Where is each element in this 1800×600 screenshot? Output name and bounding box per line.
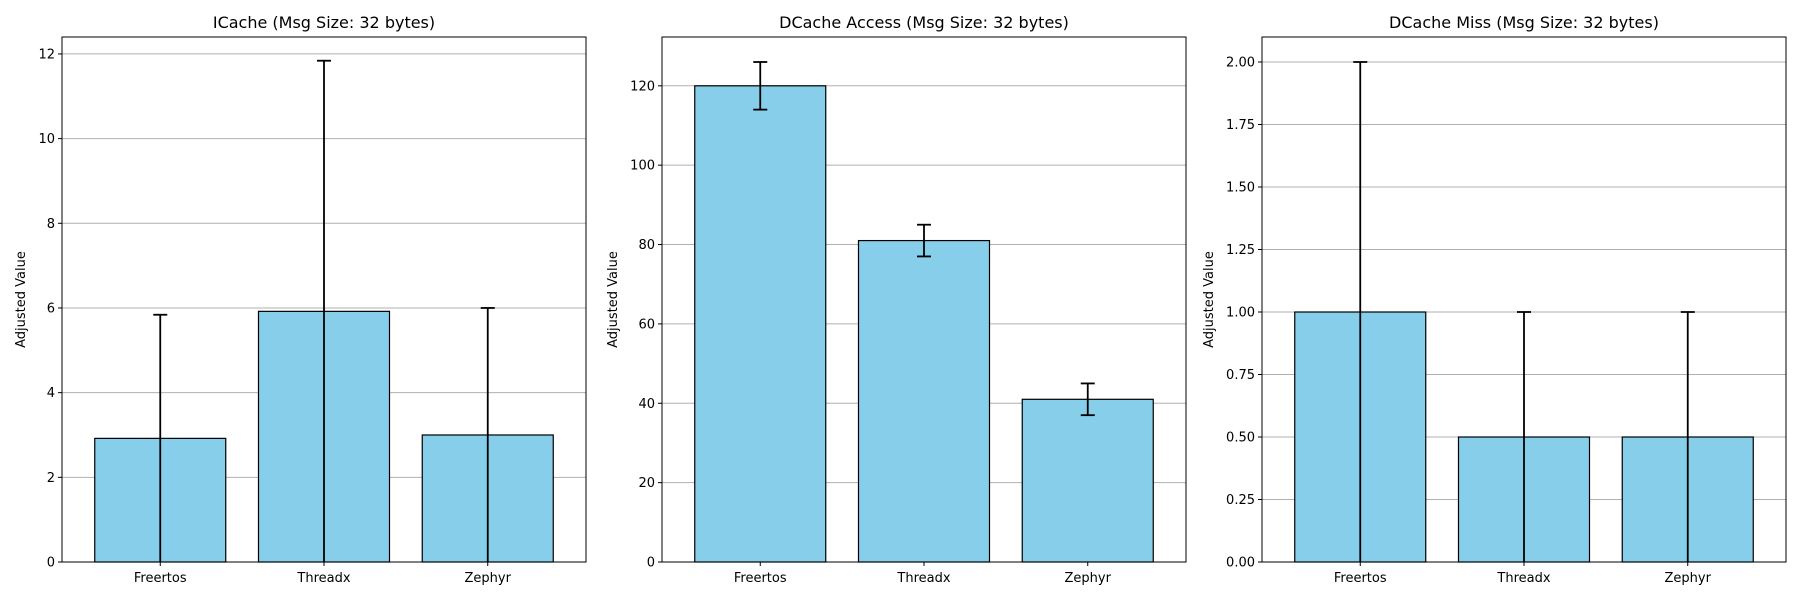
chart-title: ICache (Msg Size: 32 bytes) bbox=[213, 13, 435, 32]
y-tick-label: 1.75 bbox=[1226, 118, 1255, 133]
y-tick-label: 0.00 bbox=[1226, 556, 1255, 571]
y-axis-label: Adjusted Value bbox=[1202, 251, 1217, 348]
x-tick-label: Freertos bbox=[134, 571, 187, 586]
x-tick-label: Threadx bbox=[1496, 571, 1550, 586]
y-tick-layer: 0 20 40 60 80 100 120 bbox=[630, 79, 662, 571]
chart-title: DCache Miss (Msg Size: 32 bytes) bbox=[1389, 13, 1659, 32]
error-bar-threadx bbox=[317, 59, 331, 562]
bar-zephyr bbox=[1021, 398, 1154, 563]
x-tick-label: Freertos bbox=[734, 571, 787, 586]
x-tick-label: Zephyr bbox=[1065, 571, 1112, 586]
y-tick-layer: 0 2 4 6 8 10 12 bbox=[38, 47, 62, 571]
y-tick-label: 1.00 bbox=[1226, 306, 1255, 321]
error-bar-freertos bbox=[1353, 61, 1368, 562]
x-tick-layer: Freertos Threadx Zephyr bbox=[1334, 562, 1712, 586]
x-tick-label: Threadx bbox=[896, 571, 950, 586]
y-tick-label: 0.75 bbox=[1226, 368, 1255, 383]
x-tick-layer: Freertos Threadx Zephyr bbox=[134, 562, 512, 586]
error-bar-layer bbox=[153, 59, 495, 562]
x-tick-label: Zephyr bbox=[1665, 571, 1712, 586]
bar-threadx bbox=[857, 239, 991, 563]
error-bar-freertos bbox=[153, 313, 168, 562]
y-tick-label: 40 bbox=[638, 397, 655, 412]
x-tick-label: Freertos bbox=[1334, 571, 1387, 586]
error-bar-zephyr bbox=[1080, 382, 1095, 417]
panel-icache: ICache (Msg Size: 32 bytes) Adjusted Val… bbox=[14, 13, 587, 586]
panel-dcache-miss: DCache Miss (Msg Size: 32 bytes) Adjuste… bbox=[1202, 13, 1787, 586]
y-tick-label: 0.50 bbox=[1226, 431, 1255, 446]
bar-freertos bbox=[694, 85, 827, 563]
y-tick-label: 4 bbox=[47, 386, 55, 401]
y-tick-label: 0 bbox=[47, 556, 55, 571]
y-tick-label: 0.25 bbox=[1226, 493, 1255, 508]
y-tick-layer: 0.00 0.25 0.50 0.75 1.00 1.25 1.50 1.75 2.00 bbox=[1226, 56, 1262, 571]
x-tick-label: Zephyr bbox=[465, 571, 512, 586]
y-tick-label: 8 bbox=[47, 217, 55, 232]
error-bar-zephyr bbox=[1680, 311, 1695, 562]
y-axis-label: Adjusted Value bbox=[606, 251, 621, 348]
y-tick-label: 6 bbox=[47, 301, 55, 316]
bar-layer bbox=[694, 85, 1154, 563]
x-tick-layer: Freertos Threadx Zephyr bbox=[734, 562, 1112, 586]
y-tick-label: 80 bbox=[638, 238, 655, 253]
error-bar-freertos bbox=[753, 61, 768, 111]
y-tick-label: 12 bbox=[38, 47, 55, 62]
y-tick-label: 2 bbox=[47, 471, 55, 486]
y-axis-label: Adjusted Value bbox=[14, 251, 29, 348]
chart-title: DCache Access (Msg Size: 32 bytes) bbox=[779, 13, 1069, 32]
y-tick-label: 20 bbox=[638, 476, 655, 491]
error-bar-threadx bbox=[917, 223, 931, 258]
y-tick-label: 2.00 bbox=[1226, 56, 1255, 71]
error-bar-zephyr bbox=[480, 307, 495, 562]
error-bar-layer bbox=[1353, 61, 1695, 562]
y-tick-label: 0 bbox=[647, 556, 655, 571]
y-tick-label: 1.25 bbox=[1226, 243, 1255, 258]
y-tick-label: 1.50 bbox=[1226, 181, 1255, 196]
error-bar-layer bbox=[753, 61, 1095, 417]
y-tick-label: 100 bbox=[630, 159, 655, 174]
y-tick-label: 120 bbox=[630, 79, 655, 94]
y-tick-label: 60 bbox=[638, 317, 655, 332]
panel-dcache-access: DCache Access (Msg Size: 32 bytes) Adjus… bbox=[606, 13, 1187, 586]
error-bar-threadx bbox=[1517, 311, 1531, 562]
y-tick-label: 10 bbox=[38, 132, 55, 147]
x-tick-label: Threadx bbox=[296, 571, 350, 586]
